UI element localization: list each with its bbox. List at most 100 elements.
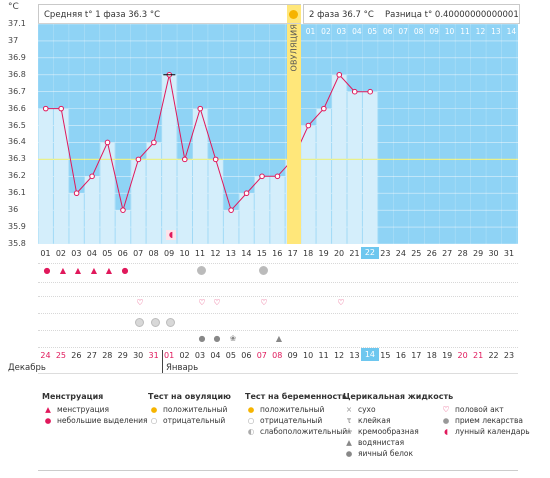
heart-icon: ♡ <box>442 405 450 414</box>
ovulation-marker: ОВУЛЯЦИЯ <box>287 24 301 84</box>
calendar-date[interactable]: 29 <box>117 351 128 360</box>
medicine-icon[interactable] <box>166 318 176 328</box>
day-label[interactable]: 08 <box>148 249 159 258</box>
calendar-date[interactable]: 07 <box>256 351 267 360</box>
egg-white-icon[interactable]: ● <box>198 334 206 343</box>
calendar-date[interactable]: 27 <box>86 351 97 360</box>
calendar-date[interactable]: 14 <box>360 348 379 361</box>
calendar-date[interactable]: 20 <box>457 351 468 360</box>
calendar-date[interactable]: 09 <box>287 351 298 360</box>
sticky-icon: τ <box>346 416 352 425</box>
intercourse-icon[interactable]: ♡ <box>260 298 268 307</box>
egg-white-icon: ● <box>345 449 353 458</box>
intercourse-icon[interactable]: ♡ <box>337 298 345 307</box>
day-label[interactable]: 01 <box>40 249 51 258</box>
menstruation-icon[interactable]: ▲ <box>74 266 82 275</box>
egg-white-icon[interactable]: ● <box>213 334 221 343</box>
medicine-icon[interactable] <box>135 318 145 328</box>
calendar-date[interactable]: 19 <box>442 351 453 360</box>
calendar-date[interactable]: 01 <box>164 351 175 360</box>
day-label[interactable]: 14 <box>241 249 252 258</box>
day-label[interactable]: 17 <box>287 249 298 258</box>
day-label[interactable]: 12 <box>210 249 221 258</box>
medicine-icon[interactable] <box>151 318 161 328</box>
day-label[interactable]: 28 <box>457 249 468 258</box>
calendar-date[interactable]: 26 <box>71 351 82 360</box>
calendar-date[interactable]: 31 <box>148 351 159 360</box>
watery-icon[interactable]: ▲ <box>275 334 283 343</box>
calendar-date[interactable]: 03 <box>194 351 206 360</box>
day-label[interactable]: 24 <box>395 249 406 258</box>
calendar-date[interactable]: 11 <box>318 351 329 360</box>
calendar-date[interactable]: 17 <box>411 351 422 360</box>
day-label[interactable]: 27 <box>442 249 453 258</box>
calendar-date[interactable]: 21 <box>473 351 484 360</box>
calendar-date[interactable]: 16 <box>395 351 406 360</box>
calendar-date[interactable]: 22 <box>488 351 499 360</box>
day-label[interactable]: 19 <box>318 249 329 258</box>
ovulation-test-negative-icon[interactable] <box>197 266 207 276</box>
temperature-point <box>212 156 219 163</box>
day-label[interactable]: 30 <box>488 249 499 258</box>
calendar-date[interactable]: 25 <box>55 351 67 360</box>
menstruation-icon[interactable]: ● <box>43 266 51 275</box>
day-label[interactable]: 03 <box>71 249 82 258</box>
menstruation-icon[interactable]: ▲ <box>105 266 113 275</box>
day-label[interactable]: 15 <box>256 249 267 258</box>
legend-label: небольшие выделения <box>57 416 148 425</box>
spotting-icon[interactable]: ● <box>121 266 129 275</box>
day-label[interactable]: 02 <box>55 249 67 258</box>
day-label[interactable]: 06 <box>117 249 128 258</box>
day-label[interactable]: 31 <box>503 249 515 258</box>
calendar-date[interactable]: 12 <box>333 351 345 360</box>
calendar-date[interactable]: 18 <box>426 351 437 360</box>
post-ovulation-day: 01 <box>306 27 316 36</box>
temperature-point <box>42 105 49 112</box>
day-label[interactable]: 11 <box>194 249 206 258</box>
day-label[interactable]: 07 <box>133 249 144 258</box>
day-label[interactable]: 09 <box>164 249 175 258</box>
calendar-date[interactable]: 05 <box>225 351 236 360</box>
ovulation-test-negative-icon[interactable] <box>259 266 269 276</box>
dry-icon: × <box>345 405 353 414</box>
temperature-point <box>321 105 327 112</box>
menstruation-icon[interactable]: ▲ <box>59 266 67 275</box>
day-label[interactable]: 13 <box>225 249 236 258</box>
creamy-icon[interactable]: ❀ <box>229 334 237 343</box>
calendar-date[interactable]: 02 <box>179 351 190 360</box>
month-january: Январь <box>166 363 199 373</box>
day-label[interactable]: 23 <box>380 249 391 258</box>
day-label[interactable]: 04 <box>86 249 97 258</box>
intercourse-icon[interactable]: ♡ <box>198 298 206 307</box>
calendar-date[interactable]: 23 <box>503 351 515 360</box>
calendar-date[interactable]: 15 <box>380 351 391 360</box>
day-label[interactable]: 29 <box>473 249 484 258</box>
day-label[interactable]: 18 <box>303 249 314 258</box>
calendar-date[interactable]: 24 <box>40 351 51 360</box>
calendar-date[interactable]: 08 <box>272 351 283 360</box>
day-label[interactable]: 22 <box>360 247 379 259</box>
day-label[interactable]: 25 <box>411 249 422 258</box>
legend-label: клейкая <box>358 416 391 425</box>
day-label[interactable]: 10 <box>179 249 190 258</box>
day-label[interactable]: 05 <box>102 249 113 258</box>
lunar-calendar-icon[interactable]: ◖ <box>166 230 176 240</box>
month-december: Декабрь <box>8 363 46 373</box>
day-label[interactable]: 26 <box>426 249 437 258</box>
day-label[interactable]: 20 <box>333 249 345 258</box>
calendar-date[interactable]: 06 <box>241 351 252 360</box>
day-label[interactable]: 21 <box>349 249 360 258</box>
intercourse-icon[interactable]: ♡ <box>213 298 221 307</box>
calendar-date[interactable]: 28 <box>102 351 113 360</box>
intercourse-icon[interactable]: ♡ <box>136 298 144 307</box>
post-ovulation-day: 13 <box>491 27 501 36</box>
temperature-bar <box>301 125 316 244</box>
temperature-bar <box>53 108 69 244</box>
calendar-date[interactable]: 13 <box>349 351 360 360</box>
day-label[interactable]: 16 <box>272 249 283 258</box>
calendar-date[interactable]: 10 <box>303 351 314 360</box>
menstruation-icon[interactable]: ▲ <box>90 266 98 275</box>
legend-ovulation-test: Тест на овуляцию ● положительный ○ отрицат… <box>148 392 231 426</box>
calendar-date[interactable]: 30 <box>133 351 144 360</box>
calendar-date[interactable]: 04 <box>210 351 221 360</box>
